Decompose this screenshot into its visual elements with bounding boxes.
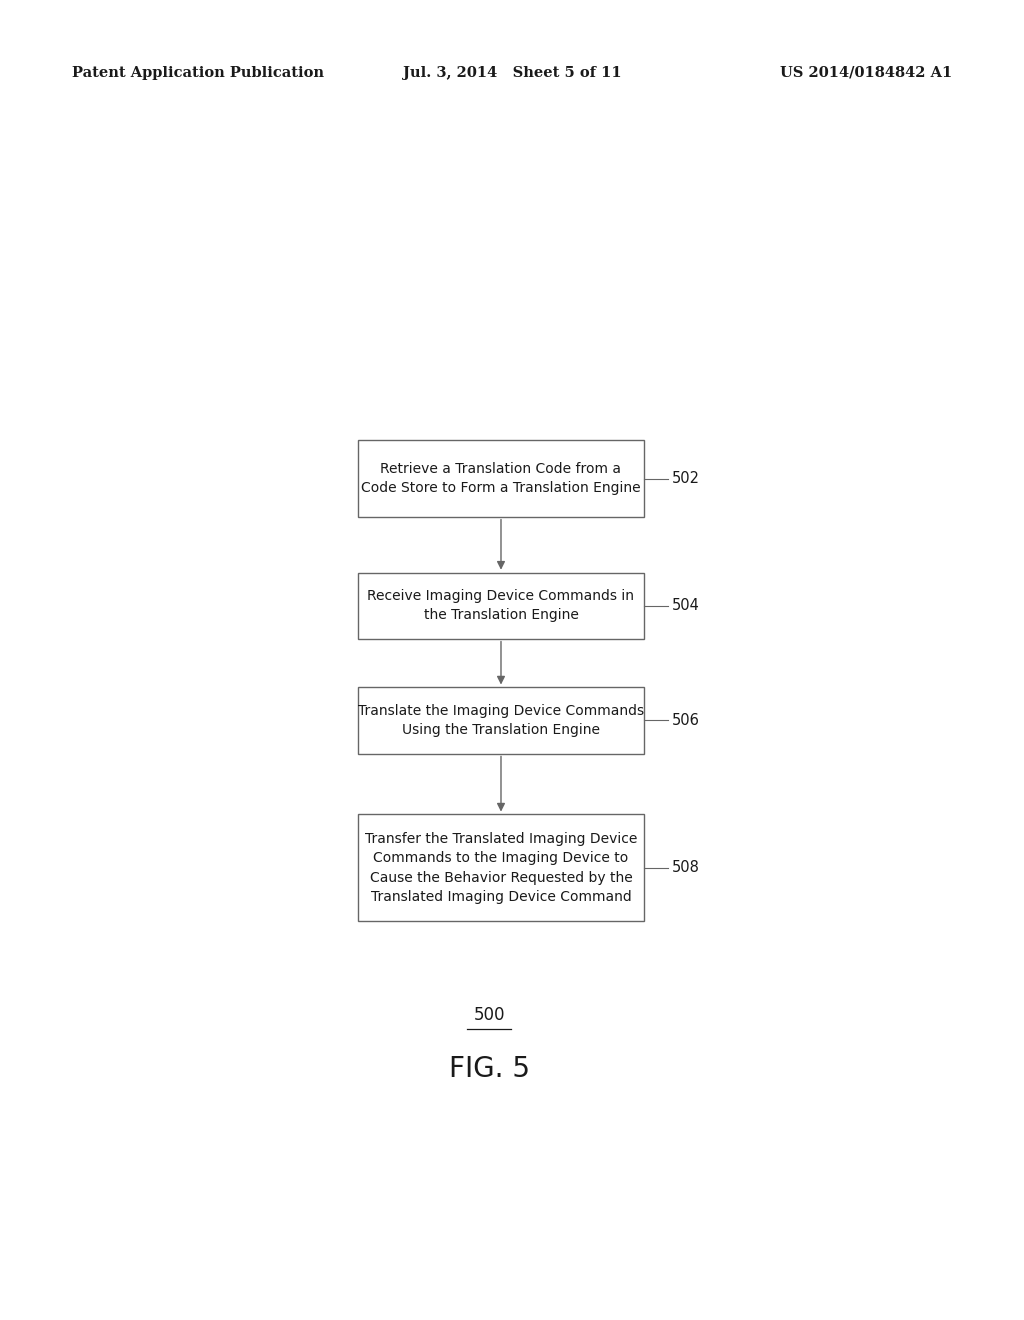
Text: 504: 504 — [672, 598, 699, 612]
Bar — [358, 814, 644, 921]
Bar — [358, 688, 644, 754]
Text: Transfer the Translated Imaging Device
Commands to the Imaging Device to
Cause t: Transfer the Translated Imaging Device C… — [365, 832, 637, 904]
Text: Patent Application Publication: Patent Application Publication — [72, 66, 324, 79]
Text: Translate the Imaging Device Commands
Using the Translation Engine: Translate the Imaging Device Commands Us… — [358, 704, 644, 737]
Bar — [358, 441, 644, 516]
Text: 502: 502 — [672, 471, 699, 486]
Text: 500: 500 — [473, 1006, 505, 1024]
Text: FIG. 5: FIG. 5 — [449, 1055, 529, 1082]
Text: 506: 506 — [672, 713, 699, 727]
Text: Receive Imaging Device Commands in
the Translation Engine: Receive Imaging Device Commands in the T… — [368, 589, 635, 622]
Text: 508: 508 — [672, 861, 699, 875]
Bar — [358, 573, 644, 639]
Text: Retrieve a Translation Code from a
Code Store to Form a Translation Engine: Retrieve a Translation Code from a Code … — [361, 462, 641, 495]
Text: US 2014/0184842 A1: US 2014/0184842 A1 — [780, 66, 952, 79]
Text: Jul. 3, 2014   Sheet 5 of 11: Jul. 3, 2014 Sheet 5 of 11 — [402, 66, 622, 79]
